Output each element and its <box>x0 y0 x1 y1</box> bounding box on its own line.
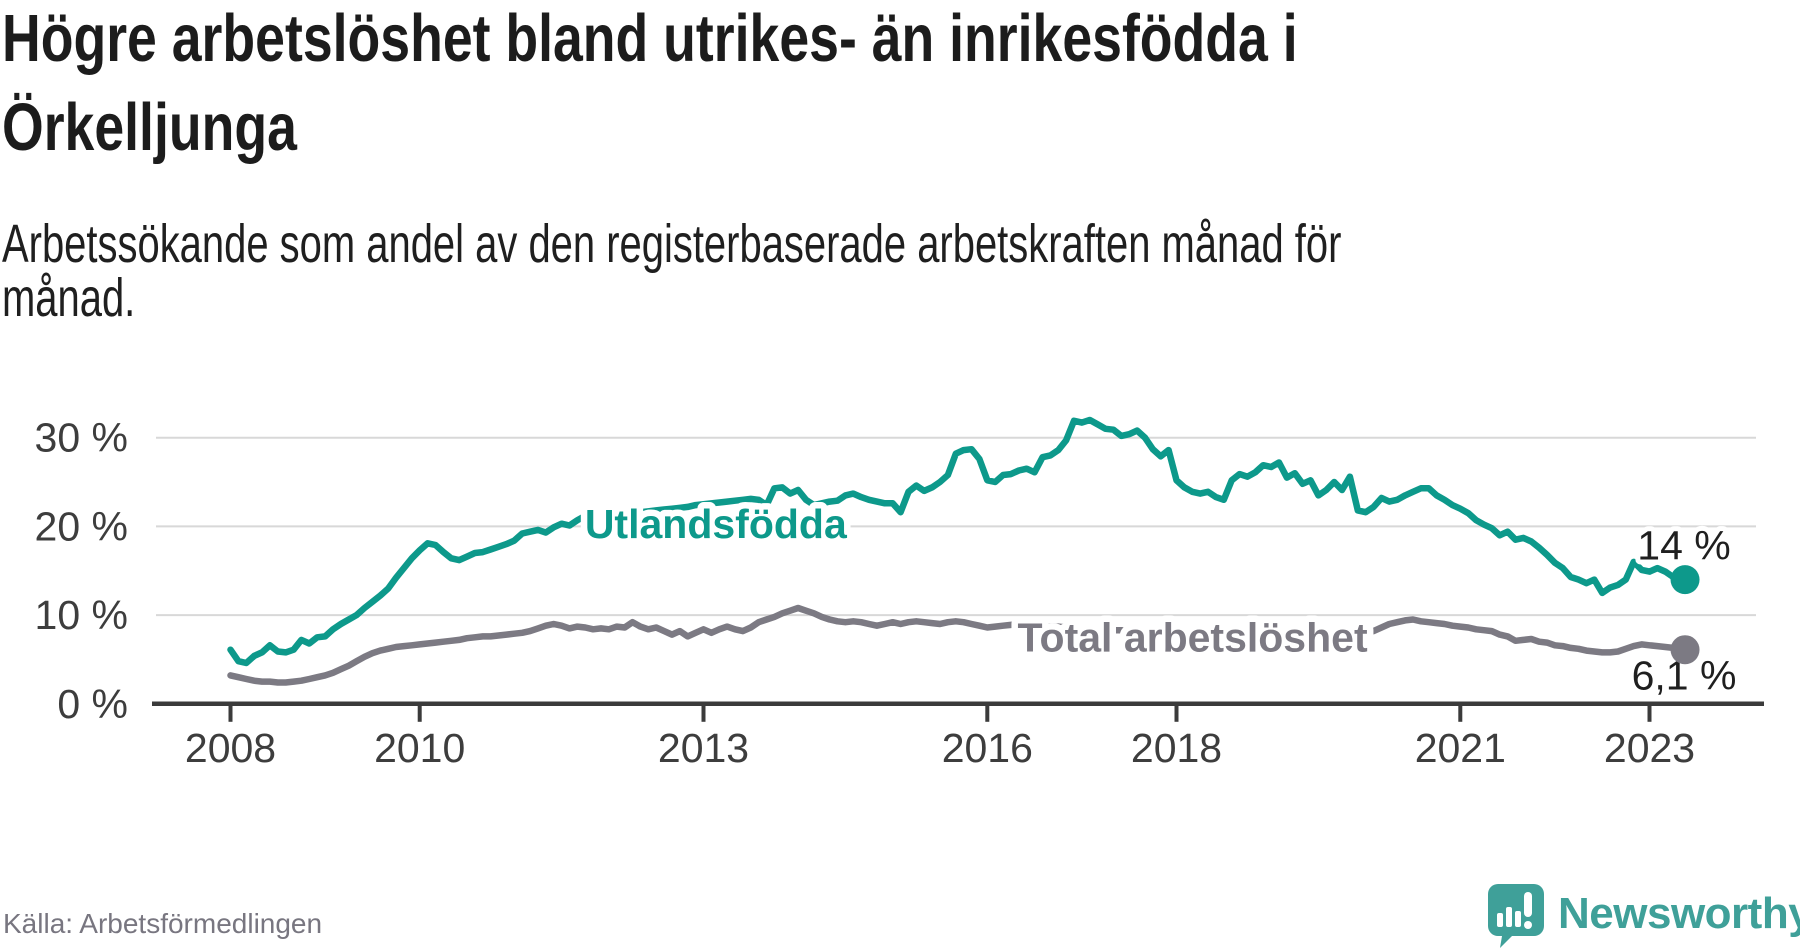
y-axis-label: 30 % <box>35 415 128 461</box>
newsworthy-logo-icon <box>1488 884 1544 948</box>
series-label-utlandsf-dda: Utlandsfödda <box>585 501 848 547</box>
series-line-utlandsf-dda <box>227 416 1685 667</box>
x-axis-label: 2013 <box>658 725 749 771</box>
x-axis-label: 2016 <box>942 725 1033 771</box>
end-dot <box>1670 635 1700 665</box>
end-value-label: 6,1 % <box>1632 653 1737 699</box>
page-title: Högre arbetslöshet bland utrikes- än inr… <box>2 0 1800 172</box>
newsworthy-logo-text: Newsworthy <box>1558 889 1800 938</box>
x-axis-label: 2008 <box>185 725 276 771</box>
x-axis-label: 2023 <box>1604 725 1695 771</box>
source-note: Källa: Arbetsförmedlingen <box>3 908 323 939</box>
chart-subtitle-line2: månad. <box>2 268 136 328</box>
x-axis-label: 2010 <box>374 725 465 771</box>
y-axis-label: 10 % <box>35 592 128 638</box>
end-value-label: 14 % <box>1637 523 1730 569</box>
chart-subtitle: Arbetssökande som andel av den registerb… <box>2 217 1556 325</box>
page-title-line2: Örkelljunga <box>2 90 297 165</box>
newsworthy-logo: Newsworthy <box>1488 884 1800 948</box>
x-axis-label: 2018 <box>1131 725 1222 771</box>
y-axis-label: 20 % <box>35 503 128 549</box>
series-label-total-arbetsl-shet: Total arbetslöshet <box>1018 614 1368 660</box>
page-title-line1: Högre arbetslöshet bland utrikes- än inr… <box>2 1 1298 76</box>
series-line-total-arbetsl-shet <box>227 604 1685 686</box>
chart-subtitle-line1: Arbetssökande som andel av den registerb… <box>2 214 1342 274</box>
end-dot <box>1670 565 1700 595</box>
y-axis-label: 0 % <box>57 681 128 727</box>
x-axis-label: 2021 <box>1415 725 1506 771</box>
